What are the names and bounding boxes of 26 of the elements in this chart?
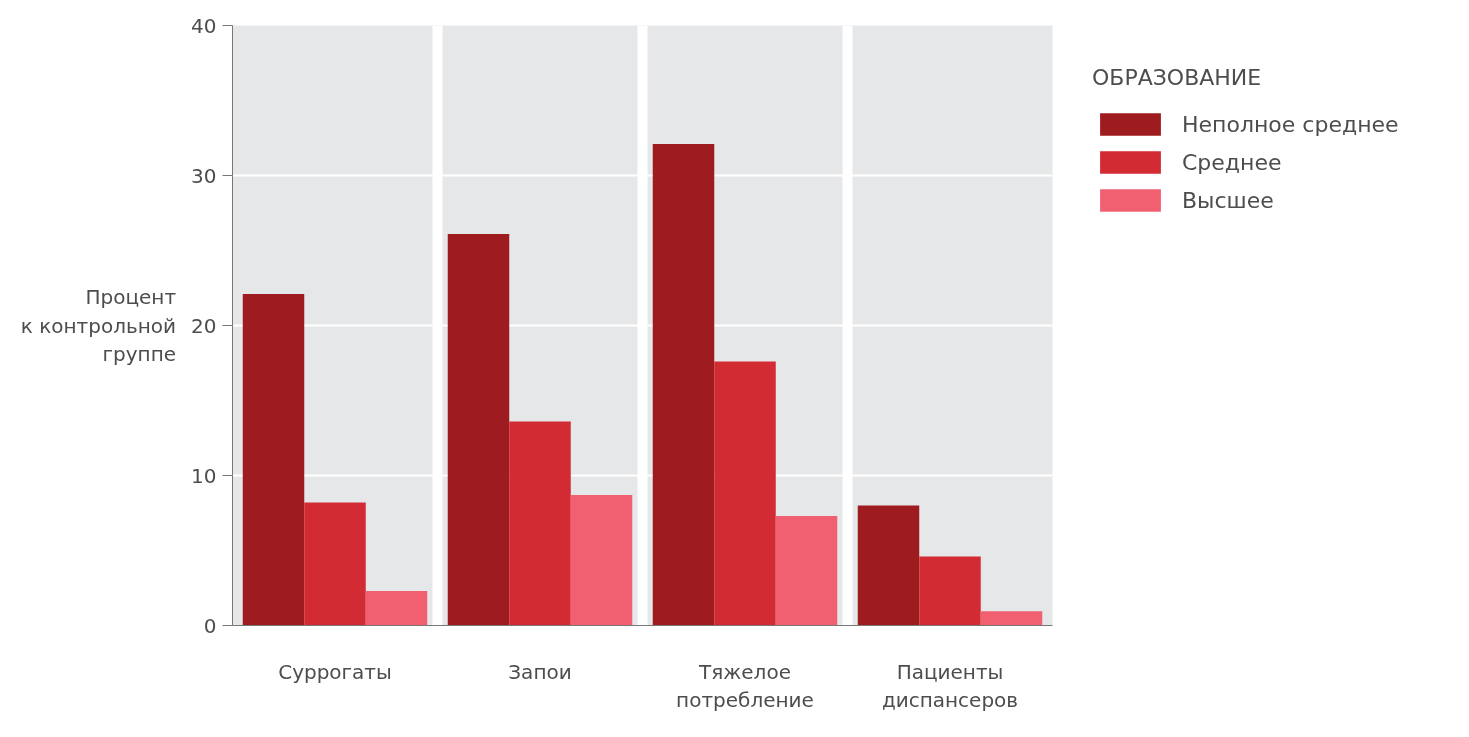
legend-label: Неполное среднее bbox=[1182, 111, 1399, 137]
y-tick-label: 20 bbox=[191, 313, 217, 338]
bar bbox=[714, 361, 776, 626]
y-tick-label: 10 bbox=[191, 463, 217, 488]
bar bbox=[775, 516, 838, 626]
bar bbox=[857, 505, 920, 626]
bar bbox=[304, 502, 366, 626]
y-tick-label: 0 bbox=[203, 613, 217, 638]
bar bbox=[509, 421, 571, 626]
x-tick-label: Суррогаты bbox=[278, 659, 392, 684]
legend-title: ОБРАЗОВАНИЕ bbox=[1092, 65, 1263, 90]
bar bbox=[242, 294, 305, 626]
legend-label: Высшее bbox=[1182, 187, 1274, 213]
bar bbox=[365, 591, 428, 626]
x-tick-label: Тяжелое потребление bbox=[676, 659, 814, 713]
y-tick-label: 30 bbox=[191, 163, 217, 188]
x-tick-label: Запои bbox=[508, 659, 572, 684]
y-axis-title: Процент к контрольной группе bbox=[20, 284, 177, 367]
x-tick-label: Пациенты диспансеров bbox=[881, 659, 1019, 713]
bar bbox=[980, 611, 1043, 626]
bar bbox=[652, 144, 715, 626]
legend-label: Среднее bbox=[1182, 149, 1282, 175]
bar bbox=[447, 234, 510, 626]
bar bbox=[919, 556, 981, 626]
y-tick-label: 40 bbox=[191, 13, 217, 38]
bar bbox=[570, 495, 633, 626]
